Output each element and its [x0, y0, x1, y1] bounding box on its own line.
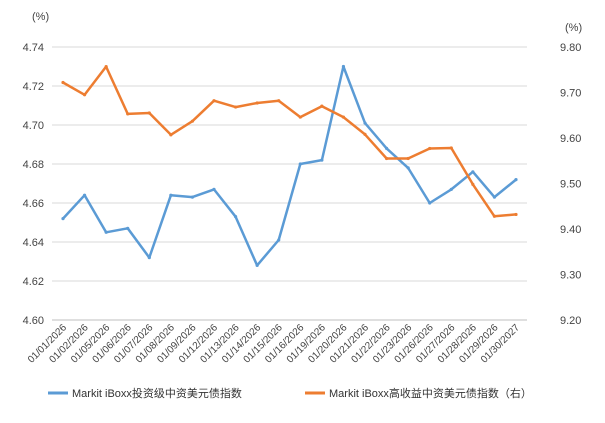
data-point [190, 195, 195, 199]
right-tick-label: 9.70 [560, 88, 581, 100]
data-point [298, 115, 302, 119]
data-point [212, 187, 216, 191]
data-point [277, 99, 281, 103]
right-tick-label: 9.50 [560, 179, 581, 191]
data-point [298, 162, 302, 166]
data-point [363, 121, 367, 125]
data-point [147, 111, 151, 115]
series-layer [61, 64, 518, 267]
data-point [406, 166, 410, 170]
data-point [190, 119, 195, 123]
right-tick-label: 9.80 [560, 42, 581, 54]
data-point [233, 105, 238, 109]
data-point [492, 195, 497, 199]
data-point [61, 80, 65, 85]
right-tick-label: 9.40 [560, 224, 581, 236]
data-point [449, 187, 453, 191]
legend: Markit iBoxx投资级中资美元债指数 Markit iBoxx高收益中资… [48, 386, 532, 400]
series-line-high-yield [62, 65, 517, 218]
data-point [363, 132, 367, 136]
right-tick-label: 9.60 [560, 133, 581, 145]
data-point [212, 99, 216, 103]
left-tick-label: 4.66 [23, 198, 44, 210]
left-axis-unit: (%) [32, 11, 49, 23]
data-point [126, 226, 130, 230]
legend-label-high-yield: Markit iBoxx高收益中资美元债指数（右） [329, 386, 532, 400]
data-point [428, 146, 432, 151]
left-tick-label: 4.68 [23, 159, 44, 171]
data-point [61, 217, 65, 221]
left-axis-ticks: 4.60 4.62 4.64 4.66 4.68 4.70 4.72 4.74 [23, 42, 44, 327]
data-point [384, 146, 389, 150]
data-point [514, 178, 518, 182]
data-point [341, 64, 346, 69]
data-point [126, 112, 130, 116]
data-point [384, 156, 389, 161]
data-point [320, 158, 324, 162]
data-point [406, 156, 410, 161]
left-tick-label: 4.62 [23, 276, 44, 288]
data-point [255, 101, 259, 105]
series-line-investment-grade [62, 65, 517, 267]
data-point [428, 201, 432, 205]
data-point [147, 256, 151, 260]
legend-label-investment-grade: Markit iBoxx投资级中资美元债指数 [72, 386, 242, 400]
data-point [169, 193, 173, 197]
data-point [255, 263, 259, 267]
data-point [492, 214, 497, 218]
right-axis-ticks: 9.20 9.30 9.40 9.50 9.60 9.70 9.80 [560, 42, 581, 327]
data-point [471, 182, 475, 187]
data-point [104, 64, 108, 69]
right-tick-label: 9.30 [560, 270, 581, 282]
data-point [233, 215, 238, 219]
data-point [449, 146, 453, 150]
left-tick-label: 4.70 [23, 120, 44, 132]
data-point [320, 104, 324, 108]
left-tick-label: 4.60 [23, 315, 44, 327]
right-axis-unit: (%) [565, 22, 582, 34]
data-point [341, 115, 346, 119]
data-point [82, 93, 87, 97]
left-tick-label: 4.64 [23, 237, 44, 249]
data-point [82, 193, 87, 197]
data-point [104, 230, 108, 234]
left-tick-label: 4.74 [23, 42, 44, 54]
data-point [471, 170, 475, 174]
data-point [169, 133, 173, 137]
x-axis-tick-labels: 01/01/202601/02/202601/05/202601/06/2026… [26, 322, 522, 365]
left-tick-label: 4.72 [23, 81, 44, 93]
data-point [277, 238, 281, 242]
data-point [514, 212, 518, 217]
right-tick-label: 9.20 [560, 315, 581, 327]
